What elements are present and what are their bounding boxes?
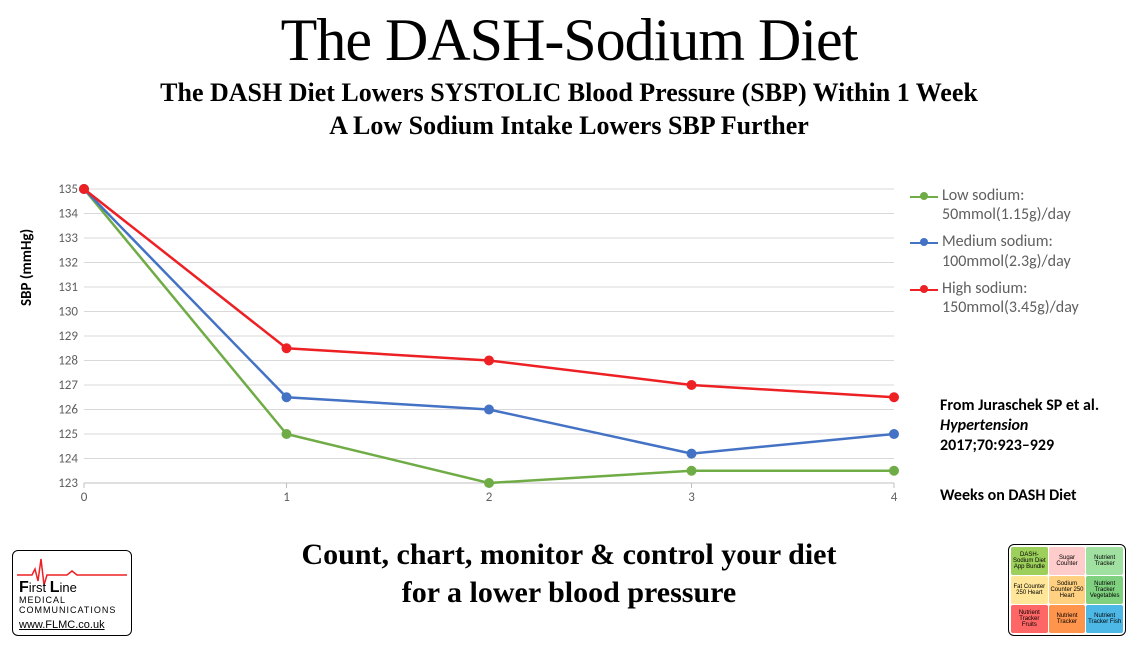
legend-label: High sodium:150mmol(3.45g)/day — [942, 279, 1079, 317]
svg-text:129: 129 — [58, 329, 78, 344]
citation: From Juraschek SP et al. Hypertension 20… — [940, 396, 1130, 456]
legend-item-high: High sodium:150mmol(3.45g)/day — [910, 279, 1120, 317]
svg-text:4: 4 — [891, 490, 898, 505]
page-title: The DASH-Sodium Diet — [0, 6, 1138, 75]
app-tile-3: Fat Counter 250 Heart — [1011, 576, 1048, 604]
chart-svg: 1231241251261271281291301311321331341350… — [44, 181, 904, 511]
app-tile-4: Sodium Counter 250 Heart — [1049, 576, 1086, 604]
legend-marker-icon — [910, 283, 938, 297]
svg-text:127: 127 — [58, 378, 78, 393]
logo-url: www.FLMC.co.uk — [19, 619, 105, 631]
app-tile-7: Nutrient Tracker — [1049, 605, 1086, 633]
svg-text:124: 124 — [58, 452, 78, 467]
app-tile-1: Sugar Counter — [1049, 547, 1086, 575]
svg-text:133: 133 — [58, 231, 78, 246]
legend-label: Low sodium:50mmol(1.15g)/day — [942, 186, 1071, 224]
y-axis-label: SBP (mmHg) — [18, 229, 36, 306]
svg-text:1: 1 — [283, 490, 290, 505]
svg-text:131: 131 — [58, 280, 78, 295]
svg-text:130: 130 — [58, 305, 78, 320]
legend-marker-icon — [910, 190, 938, 204]
app-tile-5: Nutrient Tracker Vegetables — [1086, 576, 1123, 604]
logo-text-2: MEDICAL COMMUNICATIONS — [19, 595, 131, 615]
svg-text:125: 125 — [58, 427, 78, 442]
citation-line-3: 2017;70:923–929 — [940, 436, 1054, 455]
tagline-line-1: Count, chart, monitor & control your die… — [0, 536, 1138, 574]
tagline: Count, chart, monitor & control your die… — [0, 536, 1138, 611]
flmc-logo: First Line MEDICAL COMMUNICATIONS www.FL… — [12, 550, 132, 636]
app-bundle-logo: DASH-Sodium Diet App BundleSugar Counter… — [1008, 544, 1126, 636]
svg-text:123: 123 — [58, 476, 78, 491]
legend-label: Medium sodium:100mmol(2.3g)/day — [942, 232, 1071, 270]
legend-item-medium: Medium sodium:100mmol(2.3g)/day — [910, 232, 1120, 270]
tagline-line-2: for a lower blood pressure — [0, 574, 1138, 612]
svg-text:126: 126 — [58, 403, 78, 418]
citation-line-1: From Juraschek SP et al. — [940, 396, 1099, 415]
subtitle-line-2: A Low Sodium Intake Lowers SBP Further — [0, 110, 1138, 143]
svg-text:2: 2 — [486, 490, 493, 505]
legend-marker-icon — [910, 236, 938, 250]
app-tile-2: Nutrient Tracker — [1086, 547, 1123, 575]
svg-text:0: 0 — [81, 490, 88, 505]
legend-item-low: Low sodium:50mmol(1.15g)/day — [910, 186, 1120, 224]
svg-text:128: 128 — [58, 354, 78, 369]
svg-text:3: 3 — [688, 490, 695, 505]
citation-line-2: Hypertension — [940, 416, 1028, 435]
app-tile-8: Nutrient Tracker Fish — [1086, 605, 1123, 633]
subtitle-line-1: The DASH Diet Lowers SYSTOLIC Blood Pres… — [0, 77, 1138, 110]
svg-text:132: 132 — [58, 256, 78, 271]
subtitle: The DASH Diet Lowers SYSTOLIC Blood Pres… — [0, 77, 1138, 142]
app-tile-0: DASH-Sodium Diet App Bundle — [1011, 547, 1048, 575]
x-axis-label: Weeks on DASH Diet — [940, 486, 1077, 505]
legend: Low sodium:50mmol(1.15g)/day Medium sodiu… — [910, 186, 1120, 325]
svg-text:134: 134 — [58, 207, 78, 222]
app-tile-6: Nutrient Tracker Fruits — [1011, 605, 1048, 633]
svg-text:135: 135 — [58, 182, 78, 197]
